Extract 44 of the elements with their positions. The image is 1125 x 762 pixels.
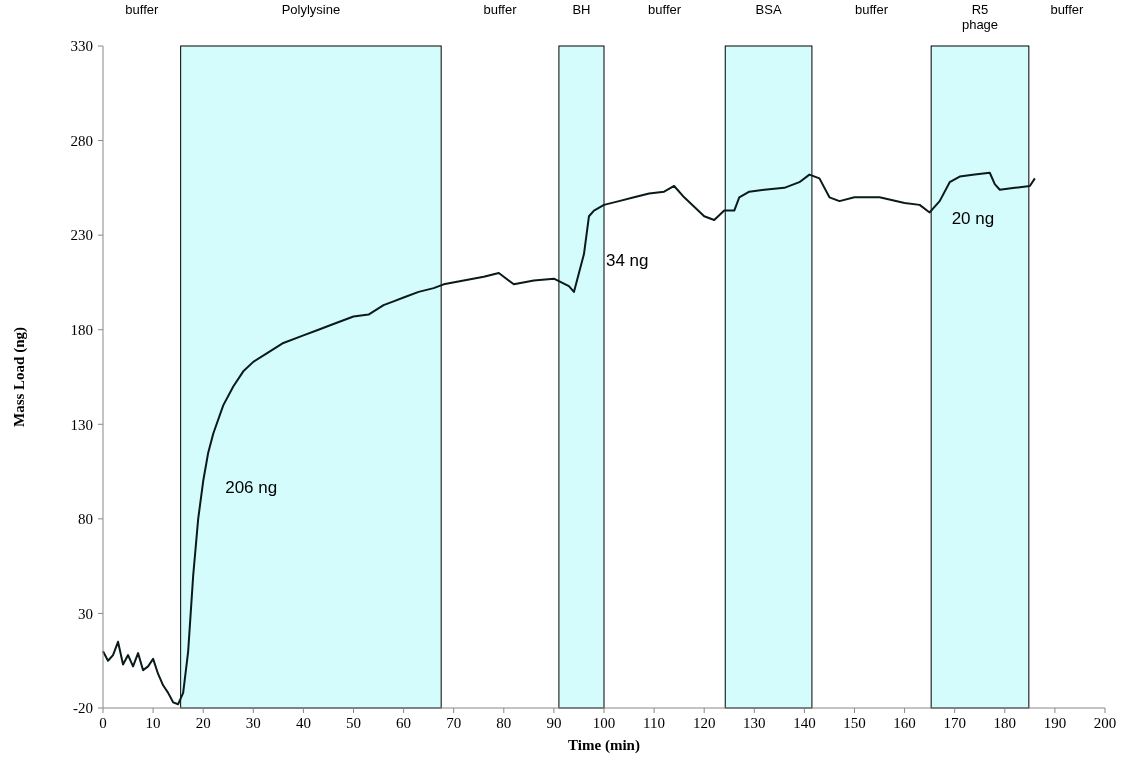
band-label: R5 phage xyxy=(961,2,999,32)
text: buffer xyxy=(648,2,682,17)
y-axis-title: Mass Load (ng) xyxy=(11,326,28,428)
x-tick-label: 80 xyxy=(496,715,512,731)
x-axis-title: Time (min) xyxy=(568,737,640,754)
y-tick-label: 180 xyxy=(70,321,93,338)
y-tick-label: 130 xyxy=(70,416,93,433)
text: buffer xyxy=(483,2,518,17)
x-tick-label: 110 xyxy=(643,715,666,731)
y-tick-label: 30 xyxy=(78,605,93,622)
x-tick-label: 120 xyxy=(692,715,716,731)
annotation: 206 ng xyxy=(225,478,278,498)
x-tick-label: 0 xyxy=(99,715,107,731)
y-tick-label: -20 xyxy=(73,700,93,717)
x-tick-label: 30 xyxy=(245,715,261,731)
x-tick-label: 140 xyxy=(793,715,816,731)
x-tick-label: 20 xyxy=(195,715,211,731)
y-tick-label: 330 xyxy=(70,38,93,55)
x-tick-label: 170 xyxy=(943,715,966,731)
y-tick-label: 230 xyxy=(70,227,93,244)
y-tick-label: 280 xyxy=(70,132,93,149)
x-tick-label: 160 xyxy=(893,715,916,731)
x-tick-label: 60 xyxy=(396,715,412,731)
x-tick-label: 10 xyxy=(145,715,161,731)
text: buffer xyxy=(1050,2,1085,17)
band-label: BSA xyxy=(755,2,782,17)
x-tick-label: 180 xyxy=(993,715,1017,731)
x-tick-label: 90 xyxy=(546,715,562,731)
annotation: 34 ng xyxy=(605,251,649,271)
x-tick-label: 100 xyxy=(592,715,616,731)
x-tick-label: 70 xyxy=(446,715,462,731)
y-tick-label: 80 xyxy=(78,511,93,528)
text: buffer xyxy=(125,2,159,17)
text: buffer xyxy=(855,2,889,17)
annotation: 20 ng xyxy=(951,209,995,229)
x-tick-label: 130 xyxy=(743,715,766,731)
band-label: Polylysine xyxy=(281,2,341,17)
x-tick-label: 150 xyxy=(843,715,866,731)
x-tick-label: 40 xyxy=(295,715,311,731)
line-series xyxy=(102,171,1036,706)
x-tick-label: 50 xyxy=(346,715,361,731)
band-label: BH xyxy=(572,2,591,17)
x-tick-label: 190 xyxy=(1043,715,1067,731)
x-tick-label: 200 xyxy=(1093,715,1117,731)
